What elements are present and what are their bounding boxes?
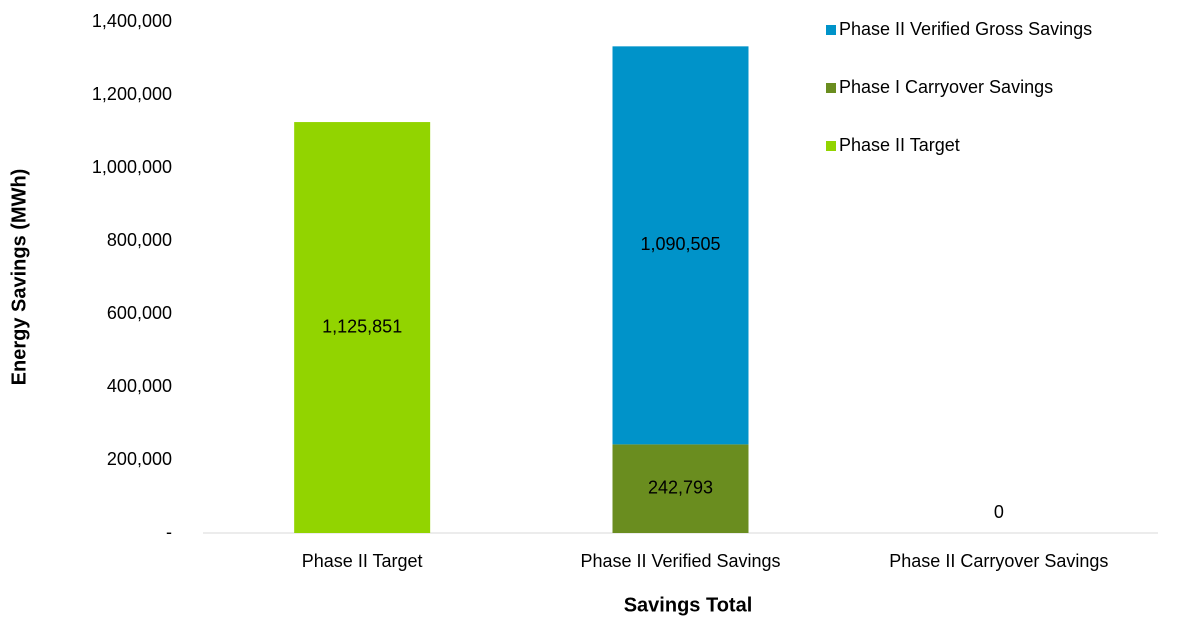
data-label: 1,090,505 (640, 234, 720, 254)
x-axis-title: Savings Total (624, 594, 753, 616)
y-tick-label: 1,200,000 (92, 84, 172, 104)
x-tick-label: Phase II Carryover Savings (889, 551, 1108, 571)
x-tick-label: Phase II Target (302, 551, 423, 571)
bar-segment (612, 444, 749, 533)
legend-label: Phase II Target (839, 135, 960, 155)
data-label: 1,125,851 (322, 316, 402, 336)
legend-swatch (826, 141, 836, 151)
data-label: 242,793 (648, 477, 713, 497)
y-tick-label: 600,000 (107, 303, 172, 323)
legend-swatch (826, 83, 836, 93)
y-tick-label: 800,000 (107, 230, 172, 250)
y-tick-label: 400,000 (107, 376, 172, 396)
data-label: 0 (994, 502, 1004, 522)
y-tick-label: 1,400,000 (92, 11, 172, 31)
y-tick-label: 200,000 (107, 449, 172, 469)
x-tick-label: Phase II Verified Savings (580, 551, 780, 571)
bar-segment (612, 46, 749, 445)
legend-label: Phase II Verified Gross Savings (839, 19, 1092, 39)
bar-segment (294, 122, 431, 533)
y-tick-label: 1,000,000 (92, 157, 172, 177)
legend-label: Phase I Carryover Savings (839, 77, 1053, 97)
y-tick-label: - (166, 522, 172, 542)
y-axis-title: Energy Savings (MWh) (8, 169, 30, 386)
legend-swatch (826, 25, 836, 35)
